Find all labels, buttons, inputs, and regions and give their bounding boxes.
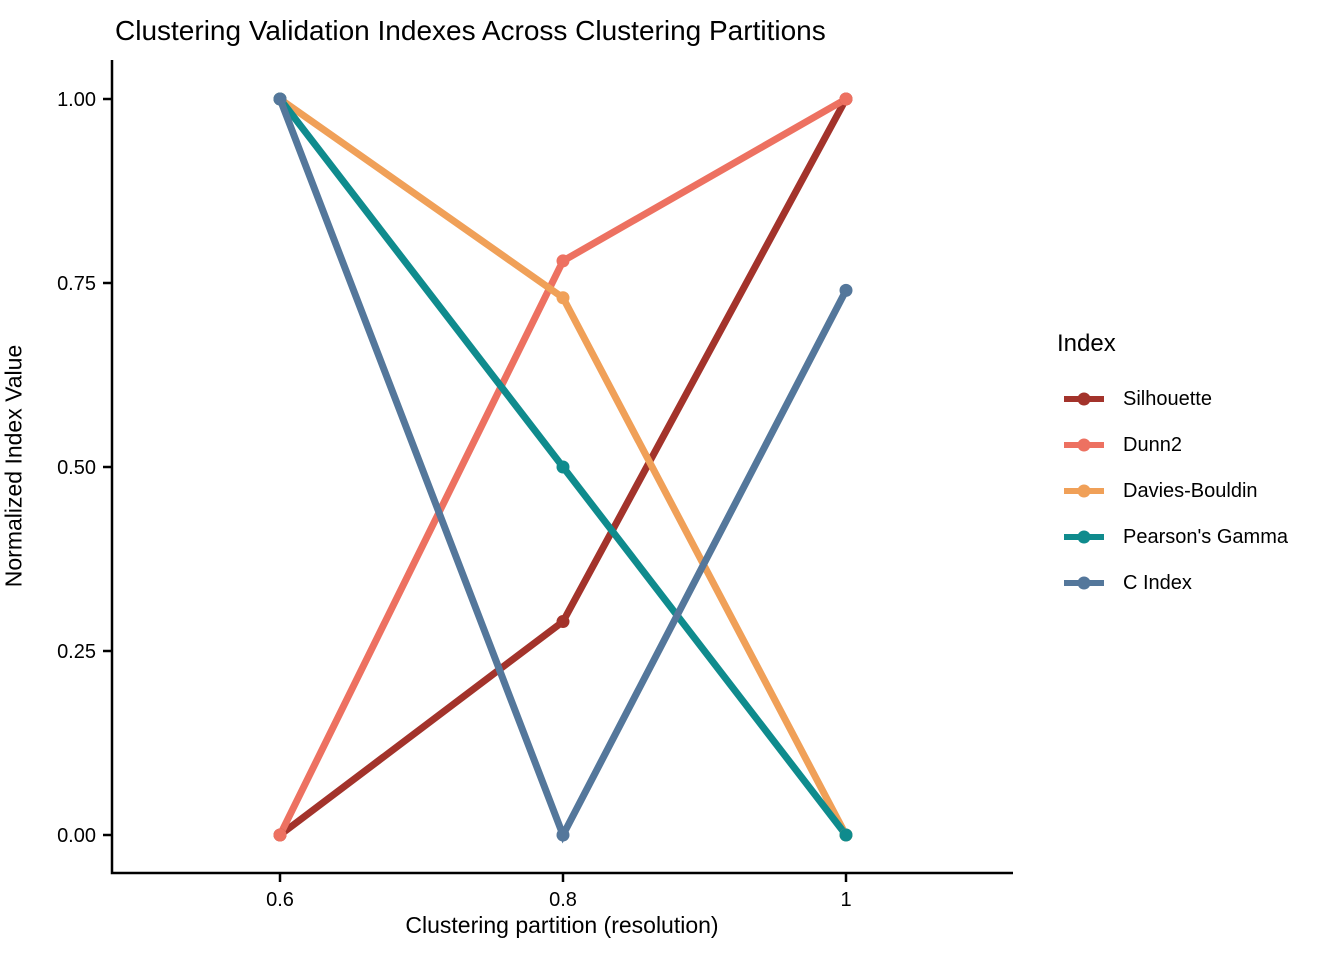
legend-item-label: Silhouette	[1123, 387, 1212, 410]
series-point-c-index	[273, 92, 287, 106]
legend-items: Silhouette Dunn2 Davies-Bouldin Pearson's G…	[1055, 376, 1288, 606]
legend-title: Index	[1057, 330, 1116, 357]
series-point-c-index	[556, 828, 570, 842]
legend-item-silhouette: Silhouette	[1055, 376, 1288, 422]
series-point-dunn2	[839, 92, 853, 106]
x-axis-title: Clustering partition (resolution)	[405, 912, 719, 938]
chart-title: Clustering Validation Indexes Across Clu…	[115, 15, 826, 46]
x-tick-label: 0.6	[266, 889, 294, 911]
y-tick-label: 0.25	[57, 641, 96, 663]
series-point-pearson-s-gamma	[556, 460, 570, 474]
legend-item-pearson-s-gamma: Pearson's Gamma	[1055, 514, 1288, 560]
x-tick-label: 0.8	[549, 889, 577, 911]
y-tick-label: 0.00	[57, 825, 96, 847]
legend-key-line-icon	[1064, 438, 1104, 452]
series-point-silhouette	[556, 615, 570, 629]
y-tick-label: 0.75	[57, 273, 96, 295]
legend-key-line-icon	[1064, 392, 1104, 406]
legend-item-label: C Index	[1123, 571, 1192, 594]
series-point-dunn2	[273, 828, 287, 842]
legend-key-line-icon	[1064, 484, 1104, 498]
legend-key-line-icon	[1064, 576, 1104, 590]
legend-item-davies-bouldin: Davies-Bouldin	[1055, 468, 1288, 514]
legend-key-line-icon	[1064, 530, 1104, 544]
legend-item-c-index: C Index	[1055, 560, 1288, 606]
y-axis-title: Normalized Index Value	[0, 344, 27, 588]
axis-lines	[110, 60, 1013, 875]
legend-item-label: Dunn2	[1123, 433, 1182, 456]
series-point-pearson-s-gamma	[839, 828, 853, 842]
legend-item-label: Davies-Bouldin	[1123, 479, 1258, 502]
legend-item-dunn2: Dunn2	[1055, 422, 1288, 468]
series-point-dunn2	[556, 254, 570, 268]
legend: Index Silhouette Dunn2 Davies-Bouldin Pears…	[1055, 330, 1288, 606]
y-tick-label: 1.00	[57, 89, 96, 111]
series-point-c-index	[839, 283, 853, 297]
legend-item-label: Pearson's Gamma	[1123, 525, 1288, 548]
series-point-davies-bouldin	[556, 291, 570, 305]
y-tick-label: 0.50	[57, 457, 96, 479]
x-tick-label: 1	[840, 889, 851, 911]
